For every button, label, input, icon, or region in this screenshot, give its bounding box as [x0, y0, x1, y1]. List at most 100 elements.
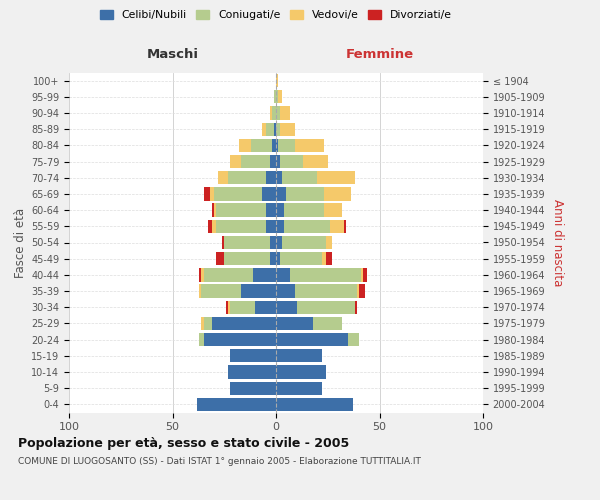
Bar [276, 122, 280, 136]
Y-axis label: Anni di nascita: Anni di nascita [551, 199, 564, 286]
Bar [224, 252, 270, 266]
Bar [272, 138, 276, 152]
Bar [323, 204, 342, 217]
Bar [276, 333, 349, 346]
Bar [276, 252, 280, 266]
Bar [296, 300, 355, 314]
Bar [349, 333, 359, 346]
Bar [361, 268, 363, 281]
Bar [276, 220, 284, 233]
Bar [241, 155, 270, 168]
Bar [280, 106, 290, 120]
Bar [266, 220, 276, 233]
Bar [212, 317, 276, 330]
Bar [284, 220, 330, 233]
Bar [251, 138, 272, 152]
Bar [241, 284, 276, 298]
Bar [212, 220, 216, 233]
Text: COMUNE DI LUOGOSANTO (SS) - Dati ISTAT 1° gennaio 2005 - Elaborazione TUTTITALIA: COMUNE DI LUOGOSANTO (SS) - Dati ISTAT 1… [18, 457, 421, 466]
Bar [202, 284, 241, 298]
Bar [199, 268, 202, 281]
Bar [230, 155, 241, 168]
Bar [272, 106, 276, 120]
Bar [355, 300, 357, 314]
Bar [303, 155, 328, 168]
Bar [203, 333, 276, 346]
Bar [202, 317, 203, 330]
Bar [363, 268, 367, 281]
Bar [330, 220, 344, 233]
Bar [280, 155, 303, 168]
Bar [202, 268, 203, 281]
Bar [276, 171, 282, 184]
Bar [322, 252, 326, 266]
Bar [229, 300, 230, 314]
Bar [274, 122, 276, 136]
Bar [199, 333, 203, 346]
Bar [323, 188, 350, 200]
Bar [253, 268, 276, 281]
Bar [256, 300, 276, 314]
Bar [276, 90, 278, 104]
Bar [359, 284, 365, 298]
Bar [214, 188, 262, 200]
Bar [290, 268, 361, 281]
Bar [230, 382, 276, 395]
Bar [276, 349, 322, 362]
Bar [276, 74, 278, 87]
Bar [266, 204, 276, 217]
Text: Maschi: Maschi [146, 48, 199, 60]
Bar [276, 155, 280, 168]
Bar [218, 171, 229, 184]
Bar [344, 220, 346, 233]
Bar [276, 300, 296, 314]
Bar [282, 171, 317, 184]
Bar [270, 155, 276, 168]
Bar [326, 236, 332, 249]
Bar [357, 284, 359, 298]
Bar [212, 204, 214, 217]
Bar [326, 252, 332, 266]
Bar [230, 349, 276, 362]
Bar [276, 138, 278, 152]
Bar [222, 236, 224, 249]
Bar [230, 300, 256, 314]
Bar [295, 284, 357, 298]
Bar [266, 171, 276, 184]
Bar [208, 220, 212, 233]
Bar [276, 382, 322, 395]
Bar [262, 122, 266, 136]
Bar [203, 317, 212, 330]
Bar [276, 398, 353, 411]
Text: Femmine: Femmine [346, 48, 413, 60]
Bar [224, 236, 270, 249]
Bar [276, 188, 286, 200]
Bar [276, 284, 295, 298]
Bar [270, 252, 276, 266]
Bar [280, 122, 295, 136]
Bar [216, 252, 224, 266]
Bar [203, 268, 253, 281]
Bar [270, 236, 276, 249]
Bar [276, 366, 326, 378]
Bar [203, 188, 210, 200]
Bar [266, 122, 274, 136]
Bar [282, 236, 326, 249]
Bar [276, 236, 282, 249]
Bar [262, 188, 276, 200]
Bar [216, 204, 266, 217]
Bar [210, 188, 214, 200]
Bar [229, 366, 276, 378]
Bar [226, 300, 229, 314]
Bar [197, 398, 276, 411]
Bar [295, 138, 323, 152]
Bar [229, 171, 266, 184]
Bar [216, 220, 266, 233]
Bar [317, 171, 355, 184]
Y-axis label: Fasce di età: Fasce di età [14, 208, 27, 278]
Bar [286, 188, 323, 200]
Bar [313, 317, 342, 330]
Bar [276, 204, 284, 217]
Bar [278, 90, 282, 104]
Text: Popolazione per età, sesso e stato civile - 2005: Popolazione per età, sesso e stato civil… [18, 438, 349, 450]
